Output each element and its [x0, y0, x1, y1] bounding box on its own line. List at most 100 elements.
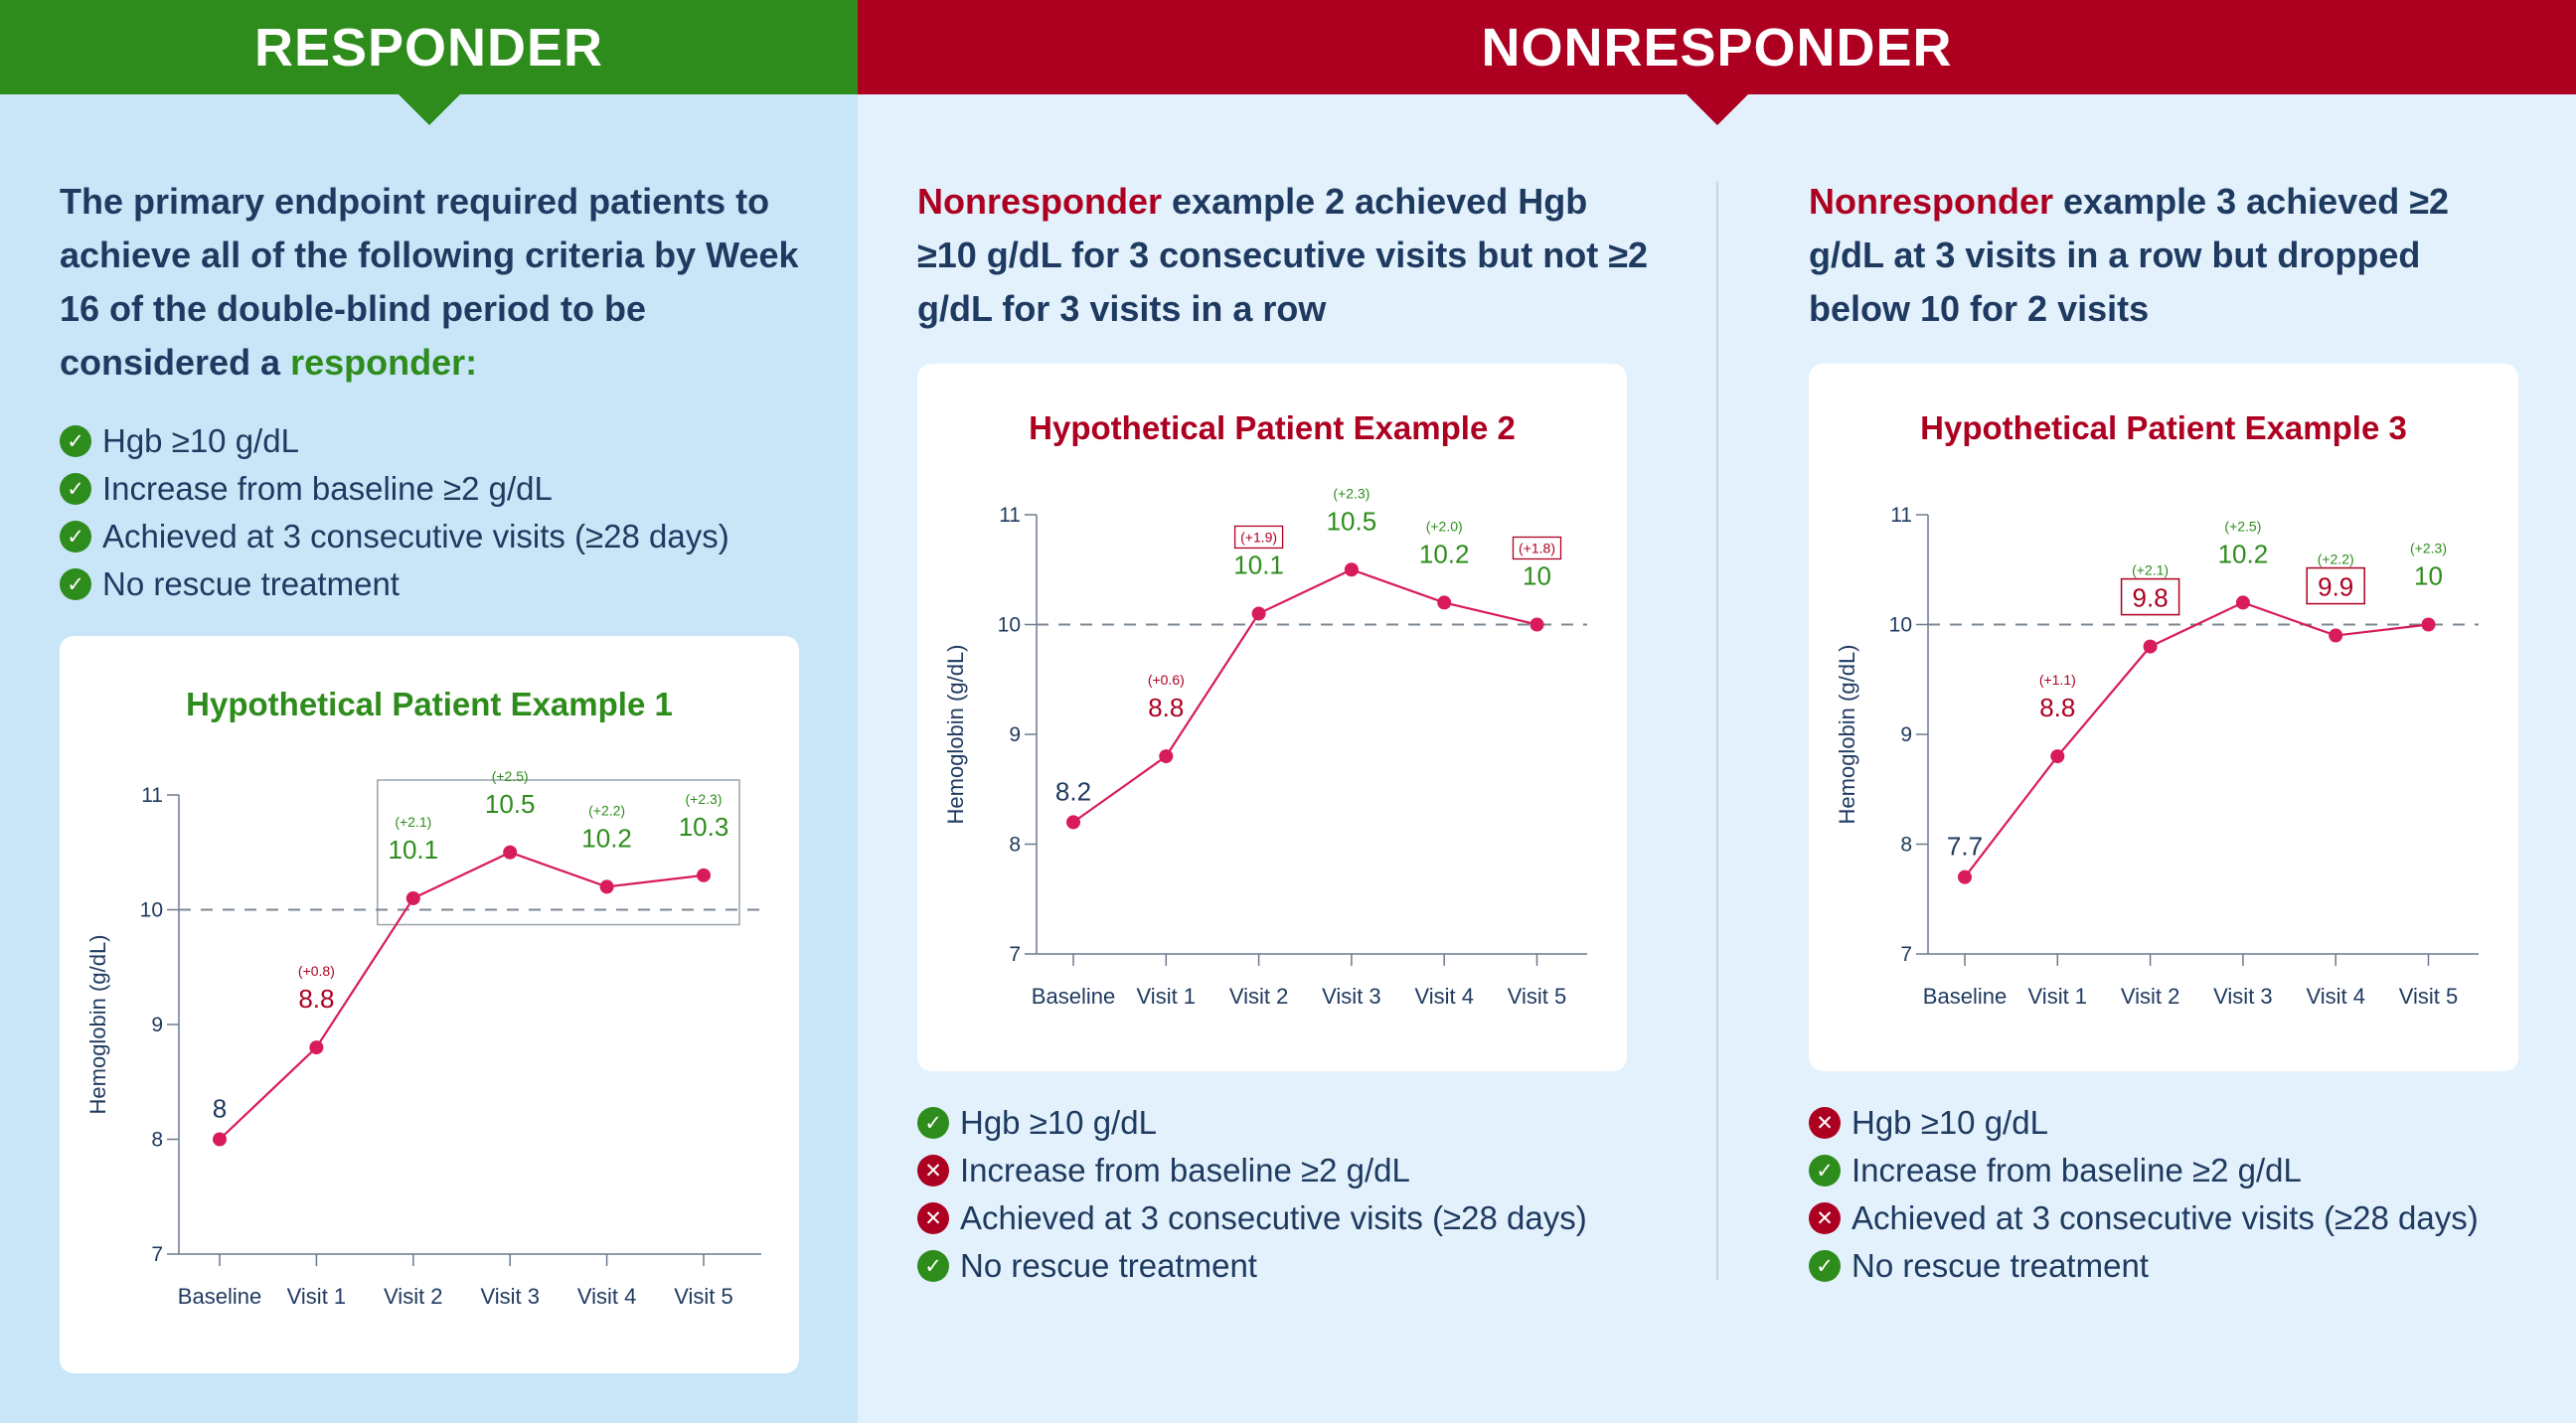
data-point [697, 868, 711, 882]
criteria-text: Achieved at 3 consecutive visits (≥28 da… [960, 1199, 1587, 1236]
nonresponder3-heading-text: example 3 achieved ≥2 g/dL at 3 visits i… [1809, 181, 2450, 329]
data-point [1958, 870, 1972, 884]
y-tick-label: 9 [1009, 723, 1021, 746]
criteria-item: ✓ No rescue treatment [60, 560, 729, 608]
x-tick-label: Visit 3 [1322, 984, 1381, 1009]
criteria-item: ✓ Increase from baseline ≥2 g/dL [60, 465, 729, 513]
data-point [503, 845, 518, 860]
change-label-box [1512, 536, 1562, 560]
series-line [1072, 568, 1537, 824]
check-icon: ✓ [60, 425, 91, 457]
y-tick-label: 10 [1889, 614, 1912, 637]
y-tick-label: 7 [1900, 943, 1912, 966]
nonresponder2-heading-highlight: Nonresponder [917, 181, 1163, 222]
data-point [1159, 749, 1174, 764]
x-tick-label: Baseline [1923, 984, 2007, 1009]
data-point [2421, 617, 2436, 632]
criteria-item: ✓ No rescue treatment [917, 1242, 1587, 1290]
criteria-text: Hgb ≥10 g/dL [102, 422, 299, 459]
change-label: (+1.1) [2039, 672, 2076, 688]
responder-highlight-box [377, 779, 740, 926]
change-label: (+2.3) [1333, 485, 1369, 501]
check-icon: ✓ [60, 568, 91, 600]
x-tick-label: Visit 2 [1229, 984, 1289, 1009]
change-label: (+2.2) [2318, 552, 2354, 567]
nonresponder3-heading: Nonresponder example 3 achieved ≥2 g/dL … [1809, 175, 2524, 336]
y-tick-label: 9 [151, 1014, 163, 1036]
x-tick-label: Visit 3 [2213, 984, 2273, 1009]
chart-title: Hypothetical Patient Example 3 [1920, 409, 2407, 446]
y-tick-label: 7 [1009, 943, 1021, 966]
criteria-text: Hgb ≥10 g/dL [960, 1104, 1157, 1141]
x-tick-label: Visit 5 [1508, 984, 1567, 1009]
change-label: (+2.5) [2224, 518, 2261, 534]
change-label: (+2.0) [1426, 518, 1463, 534]
change-label: (+2.3) [686, 791, 723, 807]
cross-icon: ✕ [917, 1202, 949, 1234]
cross-icon: ✕ [1809, 1107, 1841, 1139]
data-point [599, 879, 614, 894]
data-label: 10.1 [388, 835, 438, 865]
criteria-text: Achieved at 3 consecutive visits (≥28 da… [1852, 1199, 2479, 1236]
chart-example-1: 7 8 9 10 11 Hemoglobin (g/dL) Baseline Visit 1 V… [85, 768, 761, 1309]
criteria-text: No rescue treatment [1852, 1247, 2149, 1284]
data-point [405, 890, 420, 905]
data-point [1344, 562, 1359, 577]
y-tick-label: 10 [998, 614, 1021, 637]
responder-heading-highlight: responder: [290, 342, 478, 383]
x-tick-label: Visit 1 [287, 1284, 347, 1309]
y-tick-label: 8 [1900, 834, 1912, 857]
y-axis-label: Hemoglobin (g/dL) [1835, 645, 1859, 825]
responder-heading: The primary endpoint required patients t… [60, 175, 825, 390]
data-label: 10.2 [2218, 539, 2269, 568]
chart-card-example-1: Hypothetical Patient Example 1 7 8 9 10 11 He… [60, 636, 799, 1373]
nonresponder2-heading: Nonresponder example 2 achieved Hgb ≥10 … [917, 175, 1653, 336]
check-icon: ✓ [1809, 1155, 1841, 1186]
nonresponder3-heading-highlight: Nonresponder [1809, 181, 2054, 222]
x-tick-label: Baseline [1032, 984, 1115, 1009]
criteria-text: No rescue treatment [102, 565, 400, 602]
change-label: (+2.3) [2410, 541, 2447, 556]
criteria-text: Hgb ≥10 g/dL [1852, 1104, 2048, 1141]
responder-criteria-list: ✓ Hgb ≥10 g/dL ✓ Increase from baseline ≥2 … [60, 417, 729, 608]
change-label: (+2.5) [492, 768, 529, 784]
data-label: 9.9 [2318, 572, 2353, 602]
chart-title: Hypothetical Patient Example 1 [186, 686, 673, 722]
chart-card-example-2: Hypothetical Patient Example 2 7 8 9 10 11 He… [917, 364, 1627, 1071]
data-label: 10.3 [679, 812, 729, 842]
y-tick-label: 11 [141, 784, 163, 807]
x-tick-label: Visit 4 [2306, 984, 2365, 1009]
change-label: (+1.9) [1240, 529, 1277, 545]
check-icon: ✓ [60, 521, 91, 553]
chart-card-example-3: Hypothetical Patient Example 3 7 8 9 10 11 He… [1809, 364, 2518, 1071]
data-label: 10.2 [1419, 539, 1470, 568]
data-point [309, 1040, 324, 1055]
change-label: (+2.1) [395, 814, 431, 830]
criteria-text: No rescue treatment [960, 1247, 1257, 1284]
x-tick-label: Visit 4 [1414, 984, 1474, 1009]
check-icon: ✓ [917, 1107, 949, 1139]
data-point [2050, 749, 2065, 764]
data-label: 8.8 [1148, 693, 1184, 722]
nonresponder-banner: NONRESPONDER [858, 0, 2576, 94]
data-label: 10.2 [581, 823, 632, 853]
data-label: 10.5 [485, 789, 536, 819]
data-point [2235, 595, 2250, 610]
x-tick-label: Visit 3 [480, 1284, 540, 1309]
data-label: 8.8 [298, 984, 334, 1014]
criteria-item: ✓ No rescue treatment [1809, 1242, 2479, 1290]
cross-icon: ✕ [1809, 1202, 1841, 1234]
value-label-box [2120, 577, 2180, 616]
cross-icon: ✕ [917, 1155, 949, 1186]
data-point [1437, 595, 1452, 610]
data-label: 9.8 [2133, 583, 2169, 613]
y-tick-label: 8 [1009, 834, 1021, 857]
criteria-item: ✓ Achieved at 3 consecutive visits (≥28 d… [60, 513, 729, 560]
y-tick-label: 9 [1900, 723, 1912, 746]
x-tick-label: Visit 4 [577, 1284, 637, 1309]
y-axis-label: Hemoglobin (g/dL) [85, 935, 110, 1115]
chart-title: Hypothetical Patient Example 2 [1029, 409, 1516, 446]
data-label: 8 [213, 1094, 227, 1124]
x-tick-label: Visit 5 [2399, 984, 2459, 1009]
x-tick-label: Visit 2 [384, 1284, 443, 1309]
